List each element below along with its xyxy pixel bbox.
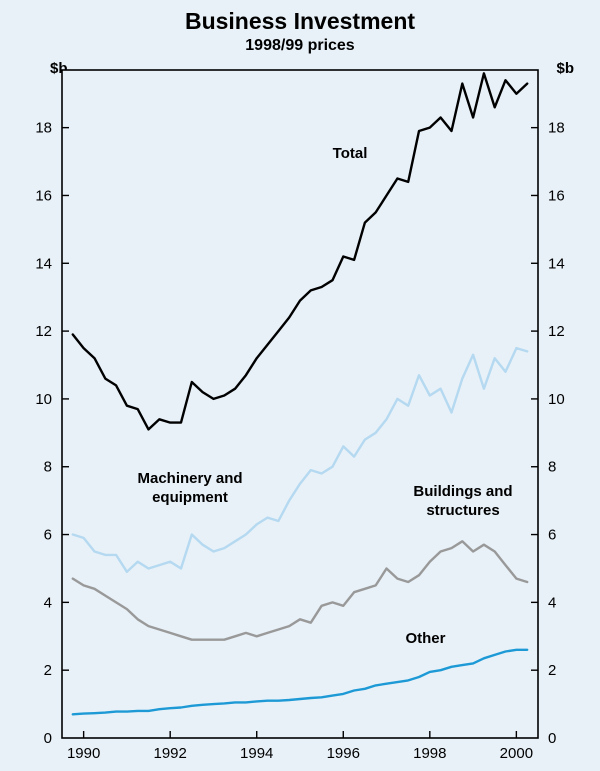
y-tick-label-left: 10 xyxy=(35,391,52,408)
series-label-other: Other xyxy=(405,630,446,647)
y-tick-label-right: 12 xyxy=(548,323,565,340)
y-tick-label-left: 16 xyxy=(35,187,52,204)
y-tick-label-right: 16 xyxy=(548,187,565,204)
y-tick-label-left: 14 xyxy=(35,255,52,272)
y-tick-label-right: 0 xyxy=(548,730,556,747)
chart-subtitle: 1998/99 prices xyxy=(245,37,355,54)
y-tick-label-left: 12 xyxy=(35,323,52,340)
y-tick-label-right: 8 xyxy=(548,459,556,476)
y-axis-unit-right: $b xyxy=(556,60,574,77)
y-tick-label-left: 2 xyxy=(44,662,52,679)
y-tick-label-left: 18 xyxy=(35,120,52,137)
series-label-machinery: Machinery and equipment xyxy=(137,470,243,506)
y-tick-label-right: 18 xyxy=(548,120,565,137)
y-tick-label-right: 6 xyxy=(548,527,556,544)
x-tick-label: 1998 xyxy=(413,745,446,762)
series-line-other xyxy=(71,648,529,716)
series-label-buildings: Buildings and structures xyxy=(413,483,513,519)
x-tick-label: 1994 xyxy=(240,745,273,762)
y-tick-label-right: 4 xyxy=(548,594,556,611)
series-label-total: Total xyxy=(332,145,368,162)
y-tick-label-left: 8 xyxy=(44,459,52,476)
x-tick-label: 1992 xyxy=(153,745,186,762)
x-tick-label: 1990 xyxy=(67,745,100,762)
y-tick-label-right: 2 xyxy=(548,662,556,679)
y-tick-label-left: 6 xyxy=(44,527,52,544)
chart-title: Business Investment xyxy=(184,8,416,34)
y-tick-label-left: 0 xyxy=(44,730,52,747)
x-tick-label: 1996 xyxy=(327,745,360,762)
y-tick-label-right: 10 xyxy=(548,391,565,408)
y-tick-label-right: 14 xyxy=(548,255,565,272)
plot-border xyxy=(61,69,539,739)
series-line-machinery xyxy=(71,346,529,573)
series-line-buildings xyxy=(71,540,529,641)
x-tick-label: 2000 xyxy=(500,745,533,762)
series-line-total xyxy=(71,72,529,431)
y-tick-label-left: 4 xyxy=(44,594,52,611)
